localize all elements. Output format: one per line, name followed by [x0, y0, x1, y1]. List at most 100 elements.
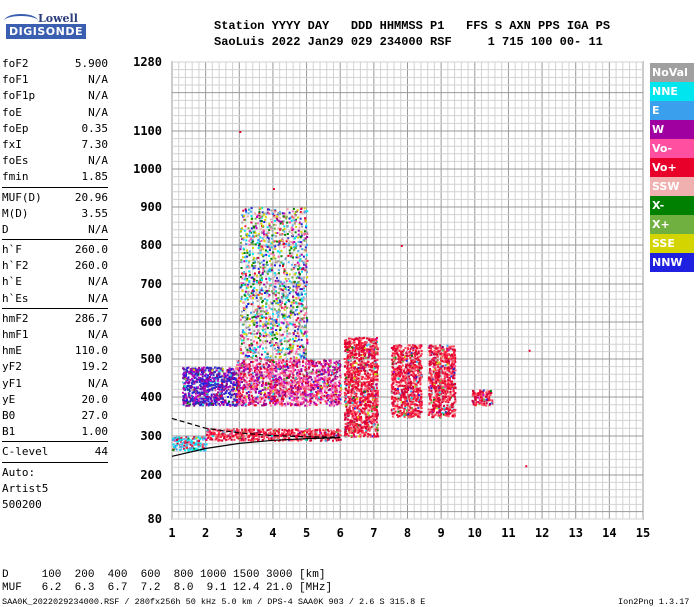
echo-point: [289, 374, 291, 376]
echo-point: [248, 332, 250, 334]
echo-point: [250, 358, 252, 360]
echo-point: [218, 439, 220, 441]
echo-point: [217, 377, 219, 379]
echo-point: [273, 224, 275, 226]
echo-point: [270, 345, 272, 347]
echo-point: [275, 384, 277, 386]
echo-point: [245, 240, 247, 242]
echo-point: [226, 428, 228, 430]
echo-point: [312, 369, 314, 371]
echo-point: [249, 232, 251, 234]
echo-point: [286, 360, 288, 362]
echo-point: [254, 320, 256, 322]
echo-point: [284, 354, 286, 356]
echo-point: [334, 362, 336, 364]
echo-point: [327, 367, 329, 369]
echo-point: [262, 429, 264, 431]
echo-point: [270, 428, 272, 430]
echo-point: [340, 385, 342, 387]
echo-point: [293, 360, 295, 362]
echo-point: [280, 327, 282, 329]
echo-point: [261, 354, 263, 356]
echo-point: [259, 346, 261, 348]
echo-point: [339, 360, 341, 362]
echo-point: [306, 372, 308, 374]
echo-point: [252, 283, 254, 285]
echo-point: [202, 373, 204, 375]
echo-point: [329, 360, 331, 362]
echo-point: [297, 237, 299, 239]
echo-point: [190, 373, 192, 375]
echo-point: [249, 274, 251, 276]
echo-point: [275, 356, 277, 358]
echo-point: [302, 318, 304, 320]
echo-point: [248, 366, 250, 368]
echo-point: [301, 292, 303, 294]
echo-point: [240, 242, 242, 244]
echo-point: [253, 378, 255, 380]
echo-point: [290, 314, 292, 316]
echo-point: [287, 316, 289, 318]
echo-point: [286, 222, 288, 224]
echo-point: [246, 297, 248, 299]
echo-point: [204, 437, 206, 439]
echo-point: [206, 434, 208, 436]
echo-point: [239, 339, 241, 341]
echo-point: [222, 401, 224, 403]
x-tick-label: 5: [303, 526, 310, 540]
echo-point: [239, 440, 241, 442]
echo-point: [260, 344, 262, 346]
echo-point: [280, 223, 282, 225]
echo-point: [186, 367, 188, 369]
y-tick-label: 300: [140, 429, 162, 443]
echo-point: [241, 439, 243, 441]
echo-point: [250, 382, 252, 384]
echo-point: [287, 403, 289, 405]
echo-point: [183, 398, 185, 400]
echo-point: [305, 284, 307, 286]
echo-point: [246, 305, 248, 307]
echo-point: [283, 370, 285, 372]
echo-point: [315, 372, 317, 374]
echo-point: [298, 339, 300, 341]
echo-point: [284, 228, 286, 230]
echo-point: [291, 220, 293, 222]
echo-point: [265, 278, 267, 280]
echo-point: [271, 331, 273, 333]
echo-point: [243, 387, 245, 389]
echo-point: [309, 430, 311, 432]
echo-point: [218, 431, 220, 433]
echo-point: [296, 319, 298, 321]
echo-point: [301, 370, 303, 372]
echo-point: [187, 402, 189, 404]
echo-point: [242, 352, 244, 354]
echo-point: [281, 322, 283, 324]
echo-point: [256, 342, 258, 344]
echo-point: [299, 349, 301, 351]
echo-point: [287, 255, 289, 257]
echo-point: [271, 238, 273, 240]
echo-point: [299, 321, 301, 323]
echo-point: [259, 236, 261, 238]
echo-point: [314, 365, 316, 367]
echo-point: [334, 367, 336, 369]
echo-point: [296, 306, 298, 308]
echo-point: [235, 403, 237, 405]
echo-point: [260, 223, 262, 225]
echo-point: [291, 323, 293, 325]
echo-point: [262, 378, 264, 380]
echo-point: [291, 216, 293, 218]
echo-point: [278, 324, 280, 326]
echo-point: [306, 232, 308, 234]
echo-point: [282, 398, 284, 400]
echo-point: [276, 273, 278, 275]
echo-point: [261, 436, 263, 438]
echo-point: [241, 343, 243, 345]
echo-point: [261, 215, 263, 217]
echo-point: [335, 365, 337, 367]
echo-point: [260, 252, 262, 254]
echo-point: [253, 290, 255, 292]
echo-point: [249, 350, 251, 352]
echo-point: [250, 222, 252, 224]
echo-point: [296, 277, 298, 279]
